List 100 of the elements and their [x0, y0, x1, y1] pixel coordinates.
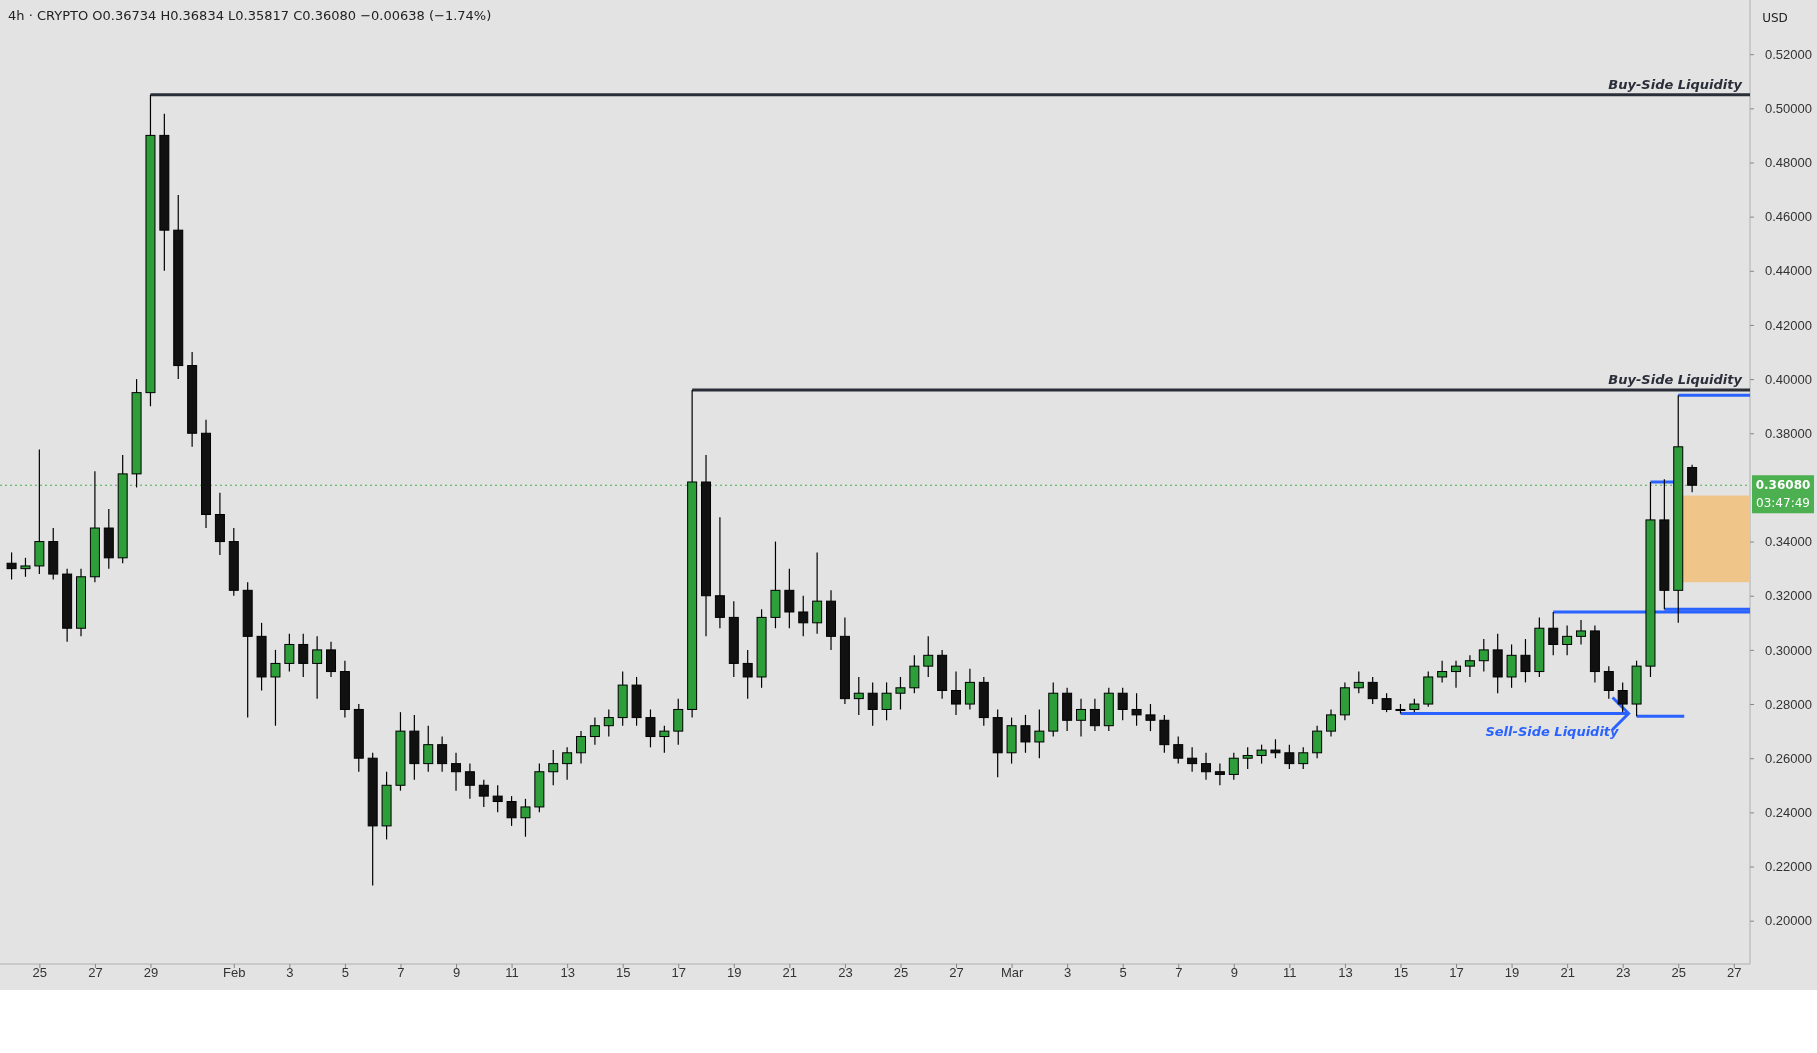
- candlestick: [923, 635, 934, 678]
- candlestick: [964, 668, 975, 711]
- y-tick-label: 0.46000: [1765, 209, 1812, 225]
- candlestick: [714, 516, 725, 629]
- y-tick-label: 0.52000: [1765, 46, 1812, 62]
- candlestick: [326, 641, 337, 678]
- candlestick: [659, 725, 670, 754]
- candlestick: [312, 635, 323, 700]
- candlestick: [6, 551, 17, 581]
- candlestick: [1034, 708, 1045, 759]
- candlestick: [951, 670, 962, 716]
- x-tick-label: 7: [1175, 965, 1183, 980]
- candlestick: [1228, 752, 1239, 781]
- x-tick-label: 9: [452, 965, 461, 980]
- candlestick: [1451, 660, 1462, 689]
- x-tick-label: 11: [505, 965, 519, 980]
- x-tick-label: 23: [1615, 965, 1631, 980]
- candlestick: [284, 633, 295, 673]
- text: 03:47:49: [1756, 496, 1810, 511]
- y-tick-label: 0.26000: [1765, 750, 1812, 766]
- candlestick: [520, 798, 531, 838]
- x-tick-label: 27: [949, 965, 964, 980]
- candlestick: [1173, 735, 1184, 765]
- candlestick: [1117, 687, 1128, 721]
- candlestick: [867, 681, 878, 727]
- x-tick-label: 11: [1283, 965, 1297, 980]
- y-tick-label: 0.30000: [1765, 642, 1812, 658]
- candlestick: [576, 730, 587, 765]
- y-tick-label: 0.34000: [1765, 534, 1812, 550]
- x-tick-label: 15: [1393, 965, 1409, 980]
- y-tick-label: 0.44000: [1765, 263, 1812, 279]
- y-tick-label: 0.20000: [1765, 913, 1812, 929]
- x-tick-label: 25: [32, 965, 48, 980]
- x-tick-label: 13: [560, 965, 575, 980]
- x-tick-label: 3: [1064, 965, 1072, 980]
- candlestick: [1603, 665, 1614, 700]
- candlestick: [492, 784, 503, 813]
- y-tick-label: 0.48000: [1765, 155, 1812, 171]
- candlestick: [673, 698, 684, 746]
- y-tick-label: 0.50000: [1765, 100, 1812, 116]
- x-tick-label: 5: [341, 965, 350, 980]
- candlestick: [895, 676, 906, 711]
- ref-line-label: 0.36080: [1755, 478, 1811, 493]
- y-tick-label: 0.40000: [1765, 371, 1812, 387]
- candlestick: [1464, 654, 1475, 678]
- candlestick: [1201, 752, 1212, 781]
- y-tick-label: 0.22000: [1765, 859, 1812, 875]
- candlestick: [1478, 638, 1489, 673]
- candlestick: [1270, 738, 1281, 759]
- x-tick-label: 17: [671, 965, 686, 980]
- candlestick: [437, 735, 448, 773]
- x-tick-label: 27: [1727, 965, 1742, 980]
- x-tick-label: Mar: [1000, 965, 1024, 980]
- candlestick: [1298, 746, 1309, 770]
- candlestick: [1256, 744, 1267, 765]
- x-tick-label: 21: [1560, 965, 1575, 980]
- y-tick-label: 0.24000: [1765, 805, 1812, 821]
- x-tick-label: 9: [1230, 965, 1238, 980]
- candlestick: [506, 795, 517, 827]
- candlestick: [603, 708, 614, 738]
- candlestick: [1576, 619, 1587, 646]
- y-tick-label: 0.38000: [1765, 425, 1812, 441]
- candlestick: [881, 681, 892, 721]
- candlestick: [1562, 624, 1573, 656]
- x-tick-label: 21: [782, 965, 798, 980]
- candlestick: [464, 763, 475, 800]
- candlestick: [1548, 611, 1559, 656]
- candlestick: [812, 551, 823, 635]
- x-tick-label: Feb: [223, 965, 246, 980]
- x-tick-label: 13: [1338, 965, 1353, 980]
- candlestick: [853, 676, 864, 716]
- y-tick-label: 0.42000: [1765, 317, 1812, 333]
- candlestick: [1687, 464, 1698, 493]
- candlestick: [1617, 681, 1628, 713]
- y-axis-title: USD: [1762, 11, 1788, 25]
- x-tick-label: 19: [727, 965, 742, 980]
- x-tick-label: 23: [838, 965, 853, 980]
- candlestick: [548, 749, 559, 786]
- candlestick: [1326, 708, 1337, 738]
- candlestick: [589, 716, 600, 746]
- candlestick: [645, 708, 656, 748]
- candlestick: [1145, 703, 1156, 732]
- x-tick-label: 7: [397, 965, 405, 980]
- candlestick: [270, 649, 281, 727]
- x-tick-label: 17: [1449, 965, 1464, 980]
- candlestick: [1214, 763, 1225, 786]
- candlestick: [1284, 744, 1295, 770]
- y-tick-label: 0.32000: [1765, 588, 1812, 604]
- candlestick: [298, 633, 309, 678]
- candlestick: [1242, 746, 1253, 770]
- candlestick: [1506, 643, 1517, 689]
- x-tick-label: 25: [893, 965, 909, 980]
- candlestick: [1367, 676, 1378, 705]
- x-tick-label: 3: [286, 965, 294, 980]
- candlestick: [1131, 692, 1142, 727]
- candlestick: [1353, 670, 1364, 694]
- ref-line-label: Buy-Side Liquidity: [1608, 76, 1743, 92]
- candlestick: [784, 568, 795, 629]
- candlestick: [451, 752, 462, 792]
- candlestick: [478, 779, 489, 808]
